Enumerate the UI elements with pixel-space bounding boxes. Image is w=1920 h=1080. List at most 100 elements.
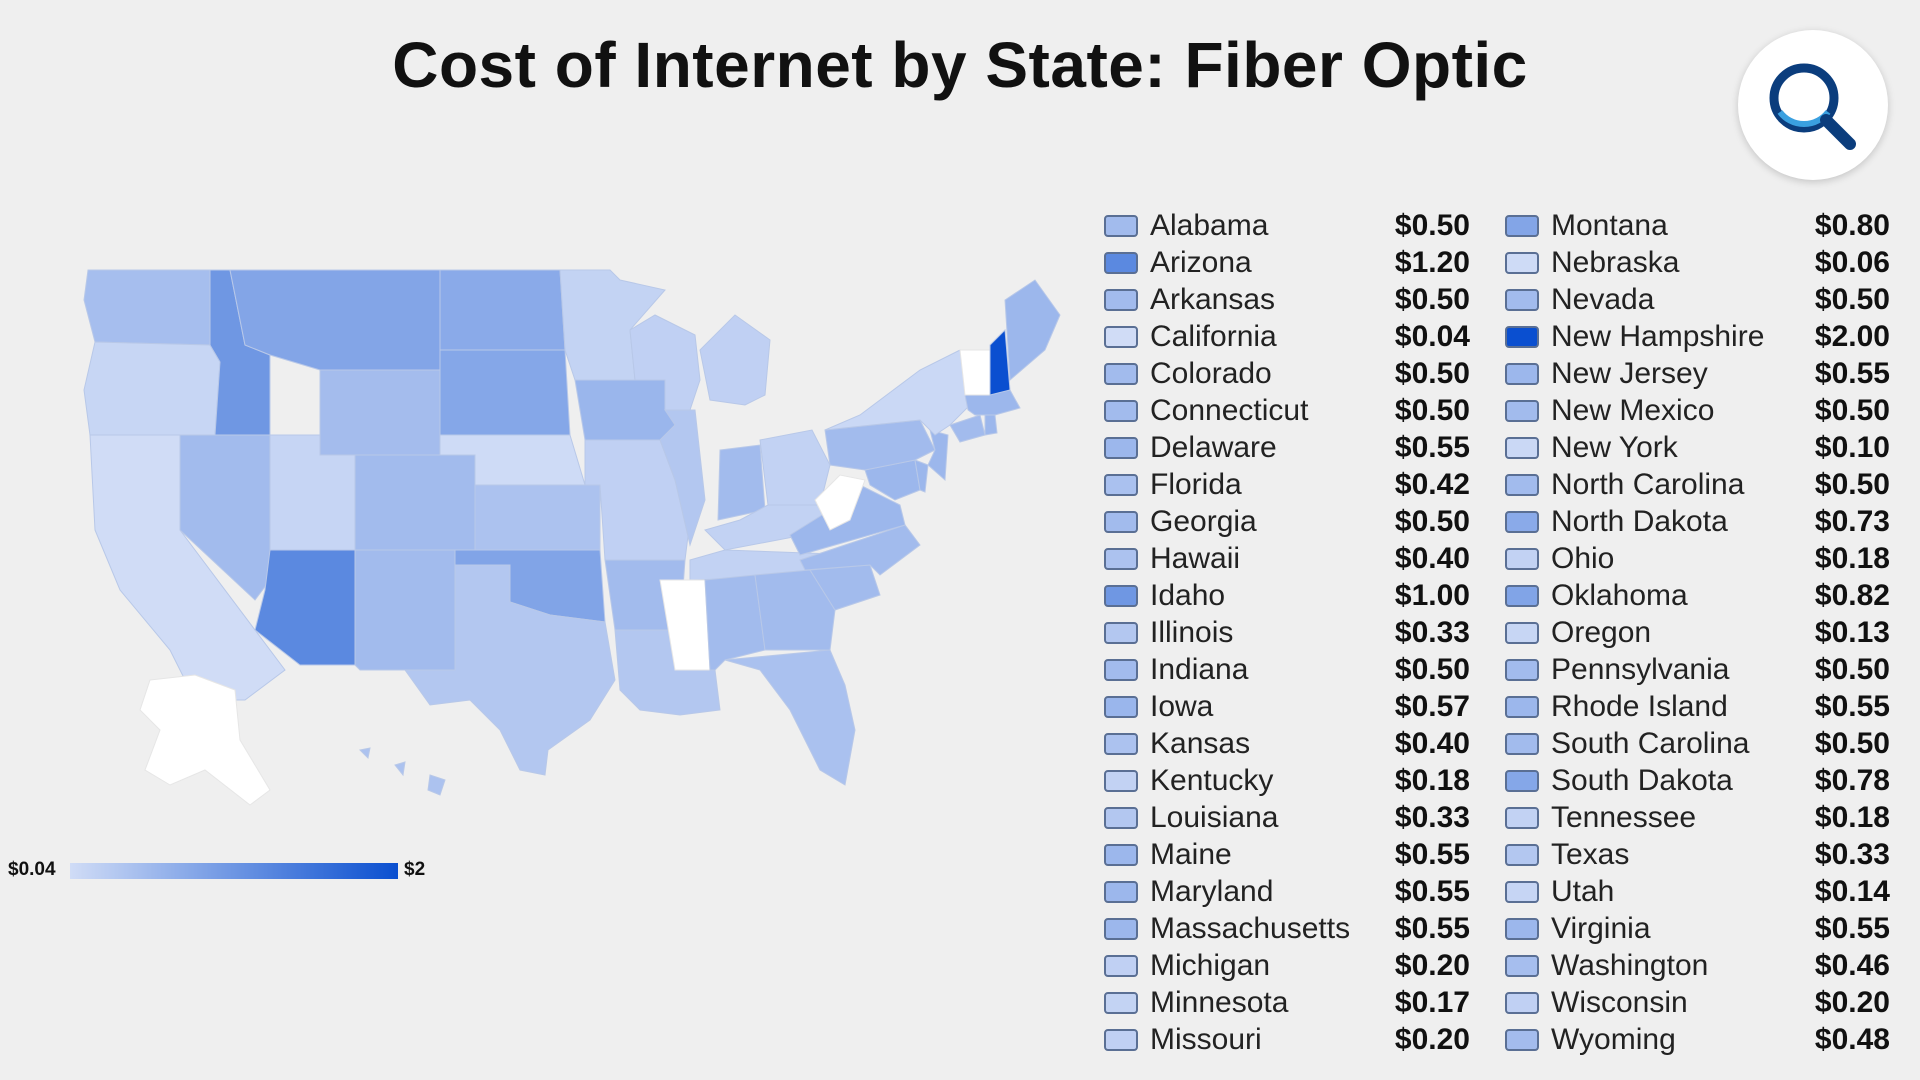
state-hawaii xyxy=(427,774,446,796)
legend-item: Missouri $0.20 xyxy=(1104,1021,1470,1058)
legend-swatch xyxy=(1505,992,1539,1014)
legend-item: South Dakota $0.78 xyxy=(1505,762,1890,799)
state-south-dakota xyxy=(439,349,571,436)
legend-item: Texas $0.33 xyxy=(1505,836,1890,873)
legend-state-value: $0.46 xyxy=(1814,949,1890,982)
legend-item: Oregon $0.13 xyxy=(1505,614,1890,651)
legend-state-value: $1.00 xyxy=(1394,579,1470,612)
legend-swatch xyxy=(1505,1029,1539,1051)
legend-state-name: Utah xyxy=(1551,875,1615,908)
legend-swatch xyxy=(1505,252,1539,274)
legend-state-value: $0.14 xyxy=(1814,875,1890,908)
legend-state-name: Georgia xyxy=(1150,505,1257,538)
legend-swatch xyxy=(1505,289,1539,311)
legend-swatch xyxy=(1104,622,1138,644)
state-wyoming xyxy=(319,369,441,456)
legend-state-value: $0.55 xyxy=(1394,875,1470,908)
legend-swatch xyxy=(1505,437,1539,459)
legend-state-value: $0.55 xyxy=(1394,912,1470,945)
legend-item: Wyoming $0.48 xyxy=(1505,1021,1890,1058)
legend-item: Rhode Island $0.55 xyxy=(1505,688,1890,725)
legend-column-right: Montana $0.80 Nebraska $0.06 Nevada $0.50 New … xyxy=(1505,207,1890,1058)
legend-swatch xyxy=(1505,881,1539,903)
legend-state-value: $0.18 xyxy=(1814,801,1890,834)
legend-state-name: Kentucky xyxy=(1150,764,1274,797)
legend-state-name: South Carolina xyxy=(1551,727,1750,760)
legend-state-value: $0.55 xyxy=(1394,838,1470,871)
legend-swatch xyxy=(1104,511,1138,533)
legend-item: California $0.04 xyxy=(1104,318,1470,355)
legend-swatch xyxy=(1104,733,1138,755)
legend-state-value: $0.33 xyxy=(1394,616,1470,649)
legend-swatch xyxy=(1505,807,1539,829)
legend-state-name: Montana xyxy=(1551,209,1668,242)
legend-state-value: $0.50 xyxy=(1814,283,1890,316)
state-west-virginia xyxy=(814,474,866,531)
legend-state-value: $0.10 xyxy=(1814,431,1890,464)
legend-item: Wisconsin $0.20 xyxy=(1505,984,1890,1021)
state-north-dakota xyxy=(439,269,566,351)
state-alaska xyxy=(139,674,271,806)
legend-state-name: Nevada xyxy=(1551,283,1655,316)
legend-swatch xyxy=(1104,1029,1138,1051)
legend-state-value: $0.18 xyxy=(1394,764,1470,797)
legend-swatch xyxy=(1104,659,1138,681)
legend-item: Tennessee $0.18 xyxy=(1505,799,1890,836)
legend-state-name: Indiana xyxy=(1150,653,1249,686)
state-florida xyxy=(724,649,856,786)
legend-state-value: $0.55 xyxy=(1394,431,1470,464)
legend-item: Connecticut $0.50 xyxy=(1104,392,1470,429)
legend-state-value: $0.73 xyxy=(1814,505,1890,538)
state-kansas xyxy=(474,484,601,551)
legend-item: Illinois $0.33 xyxy=(1104,614,1470,651)
legend-state-value: $0.50 xyxy=(1814,468,1890,501)
legend-swatch xyxy=(1104,363,1138,385)
legend-item: Minnesota $0.17 xyxy=(1104,984,1470,1021)
legend-state-name: Nebraska xyxy=(1551,246,1680,279)
legend-state-value: $0.50 xyxy=(1814,653,1890,686)
legend-swatch xyxy=(1505,844,1539,866)
state-iowa xyxy=(574,379,676,441)
legend-state-name: New Mexico xyxy=(1551,394,1715,427)
legend-swatch xyxy=(1505,400,1539,422)
legend-swatch xyxy=(1104,955,1138,977)
legend-item: Hawaii $0.40 xyxy=(1104,540,1470,577)
legend-state-value: $0.50 xyxy=(1814,727,1890,760)
legend-state-value: $0.33 xyxy=(1814,838,1890,871)
legend-state-value: $0.50 xyxy=(1394,394,1470,427)
legend-item: South Carolina $0.50 xyxy=(1505,725,1890,762)
legend-state-name: New Jersey xyxy=(1551,357,1708,390)
legend-state-name: Minnesota xyxy=(1150,986,1289,1019)
legend-item: North Carolina $0.50 xyxy=(1505,466,1890,503)
legend-swatch xyxy=(1505,659,1539,681)
state-georgia xyxy=(754,569,836,651)
legend-item: Oklahoma $0.82 xyxy=(1505,577,1890,614)
legend-state-name: Massachusetts xyxy=(1150,912,1351,945)
legend-state-value: $0.50 xyxy=(1394,357,1470,390)
legend-swatch xyxy=(1104,585,1138,607)
legend-swatch xyxy=(1505,770,1539,792)
legend-state-name: Wyoming xyxy=(1551,1023,1676,1056)
legend-state-name: Washington xyxy=(1551,949,1709,982)
legend-state-name: South Dakota xyxy=(1551,764,1733,797)
state-alabama xyxy=(704,574,766,671)
legend-state-name: Iowa xyxy=(1150,690,1214,723)
legend-state-value: $0.55 xyxy=(1814,912,1890,945)
legend-swatch xyxy=(1505,474,1539,496)
legend-swatch xyxy=(1104,548,1138,570)
legend-swatch xyxy=(1505,511,1539,533)
state-new-jersey xyxy=(927,429,949,482)
logo xyxy=(1738,30,1888,180)
scale-max-label: $2 xyxy=(404,859,426,880)
state-rhode-island xyxy=(984,414,998,436)
legend-state-value: $0.57 xyxy=(1394,690,1470,723)
legend-state-value: $0.40 xyxy=(1394,727,1470,760)
legend-item: Louisiana $0.33 xyxy=(1104,799,1470,836)
legend-swatch xyxy=(1104,807,1138,829)
legend-swatch xyxy=(1104,844,1138,866)
legend-state-value: $0.06 xyxy=(1814,246,1890,279)
legend-state-name: Maryland xyxy=(1150,875,1274,908)
legend-state-value: $0.40 xyxy=(1394,542,1470,575)
legend-swatch xyxy=(1505,955,1539,977)
legend-item: New York $0.10 xyxy=(1505,429,1890,466)
